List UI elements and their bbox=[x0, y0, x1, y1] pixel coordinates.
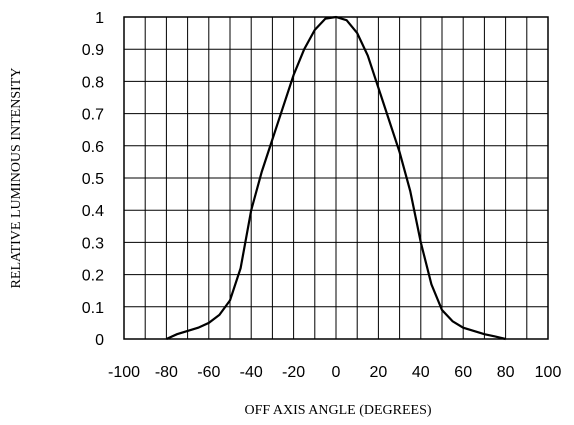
x-tick-label: -80 bbox=[155, 364, 178, 381]
x-tick-labels: -100 -80 -60 -40 -20 0 20 40 60 80 100 bbox=[108, 364, 561, 381]
x-tick-label: 80 bbox=[497, 364, 515, 381]
y-tick-label: 0.9 bbox=[82, 42, 104, 59]
series-line bbox=[165, 15, 506, 341]
y-tick-label: 0.4 bbox=[82, 203, 104, 220]
x-axis-title: OFF AXIS ANGLE (DEGREES) bbox=[244, 403, 431, 418]
x-tick-label: -100 bbox=[108, 364, 140, 381]
y-axis-title: RELATIVE LUMINOUS INTENSITY bbox=[9, 68, 24, 289]
y-tick-label: 0.1 bbox=[82, 300, 104, 317]
x-tick-label: 0 bbox=[332, 364, 341, 381]
x-tick-label: 100 bbox=[535, 364, 562, 381]
y-tick-label: 1 bbox=[95, 10, 104, 27]
y-tick-label: 0.8 bbox=[82, 74, 104, 91]
x-tick-label: 60 bbox=[454, 364, 472, 381]
y-tick-label: 0.3 bbox=[82, 235, 104, 252]
y-tick-label: 0 bbox=[95, 332, 104, 349]
x-tick-label: -60 bbox=[197, 364, 220, 381]
y-tick-labels: 0 0.1 0.2 0.3 0.4 0.5 0.6 0.7 0.8 0.9 1 bbox=[82, 10, 104, 349]
x-tick-label: -40 bbox=[240, 364, 263, 381]
x-tick-label: 40 bbox=[412, 364, 430, 381]
y-tick-label: 0.7 bbox=[82, 107, 104, 124]
x-tick-label: -20 bbox=[282, 364, 305, 381]
y-tick-label: 0.2 bbox=[82, 268, 104, 285]
y-tick-label: 0.6 bbox=[82, 139, 104, 156]
x-tick-label: 20 bbox=[370, 364, 388, 381]
grid-layer bbox=[124, 17, 548, 339]
y-tick-label: 0.5 bbox=[82, 171, 104, 188]
